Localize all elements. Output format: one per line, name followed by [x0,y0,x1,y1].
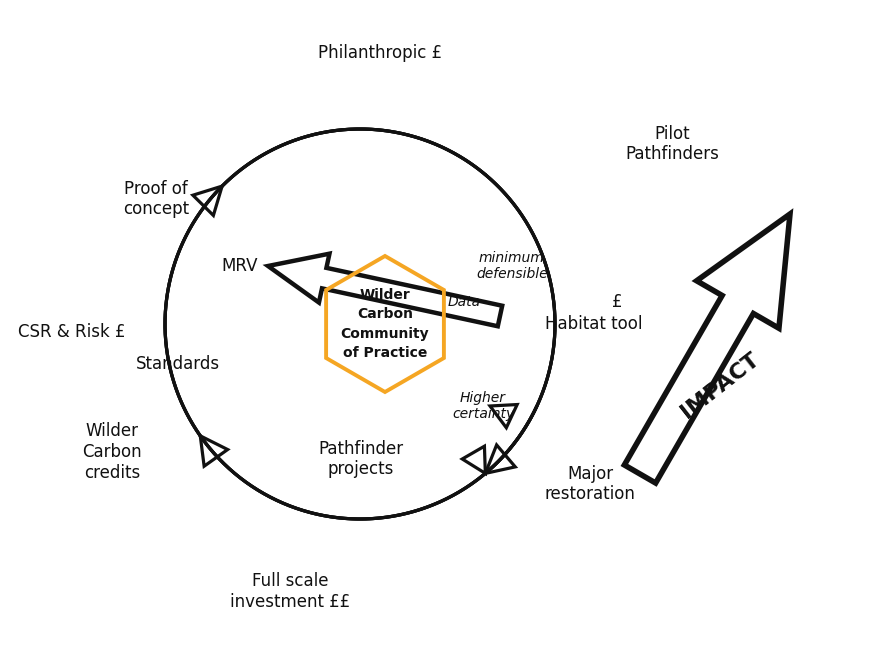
Text: Philanthropic £: Philanthropic £ [317,44,441,62]
Text: Wilder
Carbon
Community
of Practice: Wilder Carbon Community of Practice [341,288,428,360]
Text: Pathfinder
projects: Pathfinder projects [318,439,402,478]
Text: Pilot
Pathfinders: Pilot Pathfinders [624,125,718,164]
Text: minimum
defensible: minimum defensible [475,251,547,281]
Text: Standards: Standards [136,355,220,373]
Text: Habitat tool: Habitat tool [544,315,642,333]
Text: Proof of
concept: Proof of concept [123,180,189,218]
Text: Full scale
investment ££: Full scale investment ££ [229,572,349,611]
Text: Major
restoration: Major restoration [544,464,635,504]
Text: CSR & Risk £: CSR & Risk £ [18,323,125,341]
Text: Higher
certainty: Higher certainty [452,391,514,421]
Text: Data: Data [448,295,481,309]
Text: IMPACT: IMPACT [676,349,762,422]
Text: £: £ [611,293,622,311]
Text: MRV: MRV [222,257,258,275]
Text: Wilder
Carbon
credits: Wilder Carbon credits [82,422,142,482]
